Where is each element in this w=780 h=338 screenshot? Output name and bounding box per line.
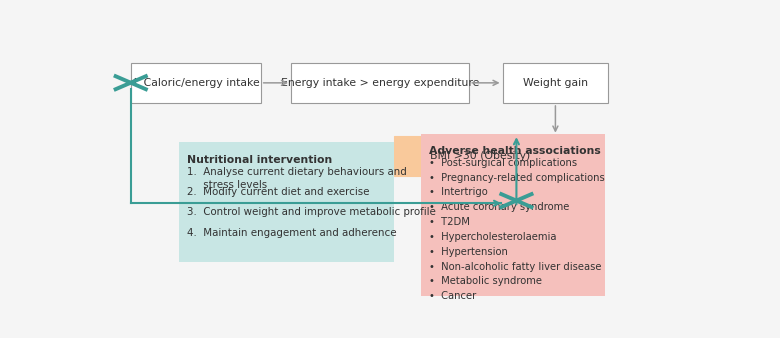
FancyBboxPatch shape xyxy=(502,63,608,103)
Text: ↑ Caloric/energy intake: ↑ Caloric/energy intake xyxy=(131,78,260,88)
Text: •  T2DM: • T2DM xyxy=(429,217,470,227)
Text: BMI >30 (Obesity): BMI >30 (Obesity) xyxy=(430,151,530,161)
Text: Nutritional intervention: Nutritional intervention xyxy=(187,154,332,165)
Text: Adverse health associations: Adverse health associations xyxy=(429,146,601,156)
Text: •  Pregnancy-related complications: • Pregnancy-related complications xyxy=(429,172,604,183)
Text: 2.  Modify current diet and exercise: 2. Modify current diet and exercise xyxy=(187,187,370,197)
FancyBboxPatch shape xyxy=(291,63,470,103)
Text: 3.  Control weight and improve metabolic profile: 3. Control weight and improve metabolic … xyxy=(187,208,436,217)
Text: •  Acute coronary syndrome: • Acute coronary syndrome xyxy=(429,202,569,212)
Text: Energy intake > energy expenditure: Energy intake > energy expenditure xyxy=(281,78,479,88)
Text: Weight gain: Weight gain xyxy=(523,78,588,88)
Text: •  Hypercholesterolaemia: • Hypercholesterolaemia xyxy=(429,232,556,242)
Text: •  Post-surgical complications: • Post-surgical complications xyxy=(429,158,577,168)
Text: •  Intertrigo: • Intertrigo xyxy=(429,187,488,197)
Text: •  Non-alcoholic fatty liver disease: • Non-alcoholic fatty liver disease xyxy=(429,262,601,271)
Text: •  Hypertension: • Hypertension xyxy=(429,247,508,257)
FancyBboxPatch shape xyxy=(131,63,261,103)
Text: •  Cancer: • Cancer xyxy=(429,291,476,301)
Text: 1.  Analyse current dietary behaviours and
     stress levels: 1. Analyse current dietary behaviours an… xyxy=(187,167,406,190)
FancyBboxPatch shape xyxy=(179,142,394,262)
FancyBboxPatch shape xyxy=(421,134,605,296)
FancyBboxPatch shape xyxy=(394,136,566,176)
Text: •  Metabolic syndrome: • Metabolic syndrome xyxy=(429,276,542,286)
Text: 4.  Maintain engagement and adherence: 4. Maintain engagement and adherence xyxy=(187,228,396,238)
